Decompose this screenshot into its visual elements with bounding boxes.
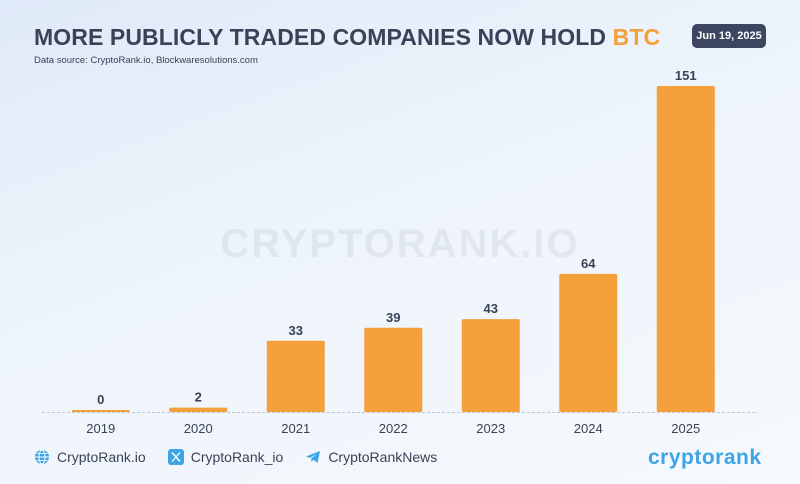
x-tick-2019: 2019 [86,421,115,436]
footer-link-website[interactable]: CryptoRank.io [34,449,146,465]
x-tick-2025: 2025 [671,421,700,436]
data-label-2022: 39 [386,310,400,325]
footer-link-telegram[interactable]: CryptoRankNews [305,449,437,465]
chart-title: MORE PUBLICLY TRADED COMPANIES NOW HOLD … [34,24,660,51]
bar-2023 [461,319,520,412]
date-badge: Jun 19, 2025 [692,24,766,48]
x-icon [167,449,184,465]
title-accent: BTC [612,24,661,50]
x-tick-2023: 2023 [476,421,505,436]
x-tick-2020: 2020 [184,421,213,436]
globe-icon [35,449,49,465]
brand-logo: cryptorank [648,446,762,469]
data-label-2025: 151 [675,68,697,83]
data-label-2021: 33 [289,323,303,338]
bar-2021 [266,340,325,412]
x-tick-2021: 2021 [281,421,310,436]
bar-2019 [71,410,130,412]
bar-2022 [364,327,423,412]
watermark: CRYPTORANK.IO [220,222,580,266]
data-label-2019: 0 [97,392,104,407]
footer-link-label: CryptoRank.io [57,449,146,465]
bar-2025 [656,86,715,412]
footer-link-x[interactable]: CryptoRank_io [167,449,284,465]
title-main: MORE PUBLICLY TRADED COMPANIES NOW HOLD [34,24,613,50]
data-source: Data source: CryptoRank.io, Blockwaresol… [34,55,258,66]
footer-link-label: CryptoRank_io [190,449,284,465]
x-tick-2022: 2022 [379,421,408,436]
footer-links: CryptoRank.io CryptoRank_io CryptoRankNe… [34,449,459,465]
data-label-2020: 2 [195,390,202,405]
data-label-2023: 43 [484,301,498,316]
telegram-icon [306,451,321,463]
footer-link-label: CryptoRankNews [328,449,438,465]
bar-2024 [559,273,618,412]
bar-chart: 0 2019 2 2020 33 2021 39 2022 43 2023 64 2024 151 202… [42,68,758,436]
x-tick-2024: 2024 [574,421,603,436]
data-label-2024: 64 [581,256,596,271]
bar-2020 [169,407,228,412]
